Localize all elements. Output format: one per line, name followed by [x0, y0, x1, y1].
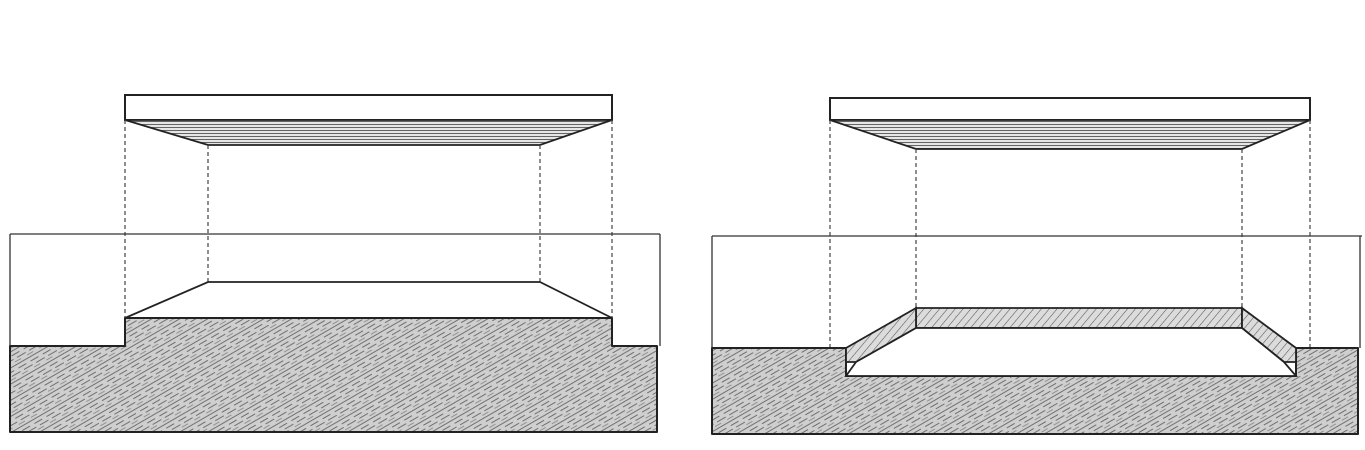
right-pit-right-wall — [1241, 306, 1297, 363]
right-enclosure-frame — [711, 235, 1362, 348]
right-panel — [711, 97, 1362, 435]
left-projection-guides — [124, 120, 613, 318]
left-platform-top — [124, 281, 613, 319]
right-pit-back-wall — [915, 307, 1243, 329]
left-ground-mass — [9, 317, 658, 433]
right-pit-floor — [844, 327, 1298, 377]
right-projection-guides — [829, 120, 1311, 348]
left-panel — [9, 94, 661, 433]
right-roof-plate — [829, 97, 1311, 150]
left-enclosure-frame — [9, 233, 661, 346]
left-roof-plate — [124, 94, 613, 146]
